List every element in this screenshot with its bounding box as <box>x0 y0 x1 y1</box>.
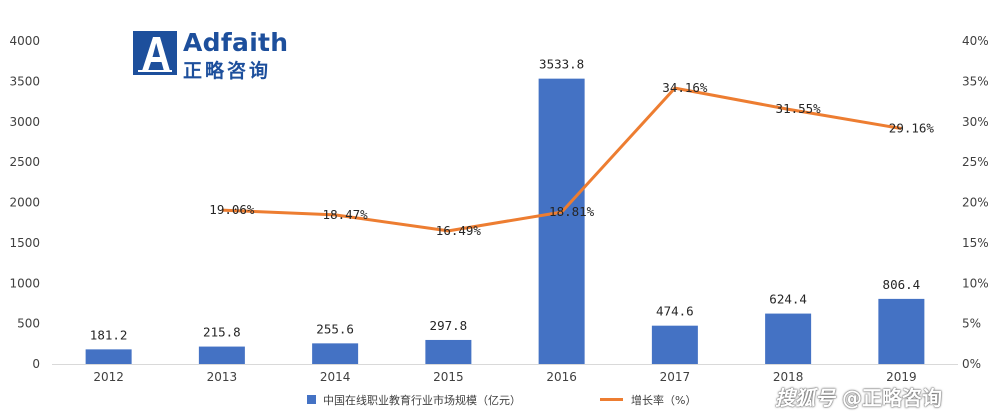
bar-data-label: 806.4 <box>883 277 921 292</box>
x-tick-label: 2019 <box>886 370 917 384</box>
y-right-tick-label: 40% <box>962 34 989 48</box>
y-left-tick-label: 1500 <box>9 236 40 250</box>
x-tick-label: 2016 <box>546 370 577 384</box>
y-left-tick-label: 0 <box>32 357 40 371</box>
legend-bar-label: 中国在线职业教育行业市场规模（亿元） <box>323 393 521 407</box>
bar <box>425 339 472 364</box>
line-data-label: 19.06% <box>209 202 255 217</box>
y-right-tick-label: 15% <box>962 236 989 250</box>
bar <box>878 298 925 364</box>
y-right-tick-label: 0% <box>962 357 981 371</box>
y-left-tick-label: 3000 <box>9 115 40 129</box>
adfaith-logo: Adfaith 正略咨询 <box>133 28 288 82</box>
line-data-label: 18.81% <box>549 204 595 219</box>
bar-data-label: 215.8 <box>203 325 241 340</box>
bar <box>312 343 359 364</box>
bar-data-label: 297.8 <box>430 318 468 333</box>
bar <box>85 349 132 364</box>
legend-line-label: 增长率（%） <box>631 393 696 407</box>
y-left-tick-label: 2000 <box>9 196 40 210</box>
line-data-label: 18.47% <box>323 207 369 222</box>
bar-data-label: 255.6 <box>316 321 354 336</box>
y-left-tick-label: 4000 <box>9 34 40 48</box>
bar-data-label: 3533.8 <box>539 57 584 72</box>
x-tick-label: 2014 <box>320 370 351 384</box>
sohu-watermark: 搜狐号 @正略咨询 <box>775 382 942 411</box>
y-right-tick-label: 20% <box>962 196 989 210</box>
logo-cn-text: 正略咨询 <box>183 60 272 82</box>
growth-rate-line <box>221 86 902 233</box>
logo-brand-text: Adfaith <box>183 28 289 57</box>
line-data-label: 29.16% <box>889 121 935 136</box>
watermark-handle: @正略咨询 <box>841 386 942 410</box>
y-left-tick-label: 2500 <box>9 155 40 169</box>
watermark-brand: 搜狐号 <box>775 386 835 410</box>
logo-a-icon <box>138 37 172 72</box>
bar <box>765 313 812 364</box>
x-tick-label: 2012 <box>93 370 124 384</box>
legend-bar-swatch <box>307 395 316 404</box>
x-tick-label: 2013 <box>207 370 238 384</box>
y-left-tick-label: 500 <box>17 317 40 331</box>
y-right-tick-label: 25% <box>962 155 989 169</box>
y-left-tick-label: 3500 <box>9 74 40 88</box>
bar <box>198 346 245 364</box>
bar-data-label: 624.4 <box>769 292 807 307</box>
y-right-tick-label: 10% <box>962 276 989 290</box>
y-right-tick-label: 30% <box>962 115 989 129</box>
y-left-tick-label: 1000 <box>9 276 40 290</box>
line-data-label: 16.49% <box>436 223 482 238</box>
bar-data-label: 181.2 <box>90 327 128 342</box>
line-data-label: 34.16% <box>662 80 708 95</box>
line-data-label: 31.55% <box>776 101 822 116</box>
bar <box>538 78 585 364</box>
x-tick-label: 2017 <box>660 370 691 384</box>
y-right-tick-label: 35% <box>962 74 989 88</box>
x-tick-label: 2015 <box>433 370 464 384</box>
y-right-tick-label: 5% <box>962 317 981 331</box>
x-tick-label: 2018 <box>773 370 804 384</box>
bar <box>651 325 698 364</box>
logo-mark <box>133 31 177 75</box>
bar-data-label: 474.6 <box>656 304 694 319</box>
